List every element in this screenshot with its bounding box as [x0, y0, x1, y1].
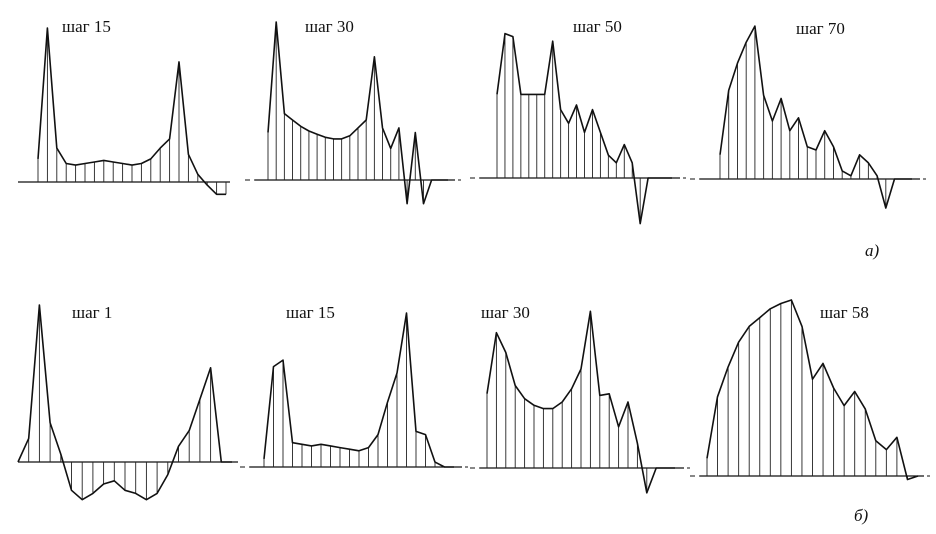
panel-b-step1: шаг 1 [17, 303, 238, 501]
plot-area [470, 32, 686, 225]
series-line [486, 310, 675, 494]
plot-area [18, 27, 230, 196]
series-line [17, 304, 232, 501]
panel-a-step15: шаг 15 [18, 17, 230, 196]
panel-b-step15: шаг 15 [240, 303, 468, 468]
panel-title: шаг 1 [72, 303, 112, 322]
plot-area [690, 25, 926, 209]
panel-title: шаг 15 [62, 17, 111, 36]
plot-area [245, 21, 461, 205]
series-line [37, 27, 226, 196]
panel-title: шаг 58 [820, 303, 869, 322]
panel-title: шаг 50 [573, 17, 622, 36]
panel-b-step58: шаг 58 [690, 299, 930, 481]
panel-title: шаг 30 [305, 17, 354, 36]
series-line [719, 25, 912, 209]
panel-a-step50: шаг 50 [470, 17, 686, 225]
series-line [263, 312, 454, 468]
series-line [706, 299, 919, 481]
plot-area [690, 299, 930, 481]
plot-area [240, 312, 468, 468]
panel-a-step30: шаг 30 [245, 17, 461, 205]
series-line [496, 32, 672, 225]
plot-area [470, 310, 690, 494]
series-line [267, 21, 448, 205]
panel-title: шаг 30 [481, 303, 530, 322]
panel-b-step30: шаг 30 [470, 303, 690, 494]
panel-title: шаг 15 [286, 303, 335, 322]
plot-area [17, 304, 238, 501]
panel-title: шаг 70 [796, 19, 845, 38]
group-label-a: а) [865, 241, 880, 260]
group-label-b: б) [854, 506, 869, 525]
panel-a-step70: шаг 70 [690, 19, 926, 209]
